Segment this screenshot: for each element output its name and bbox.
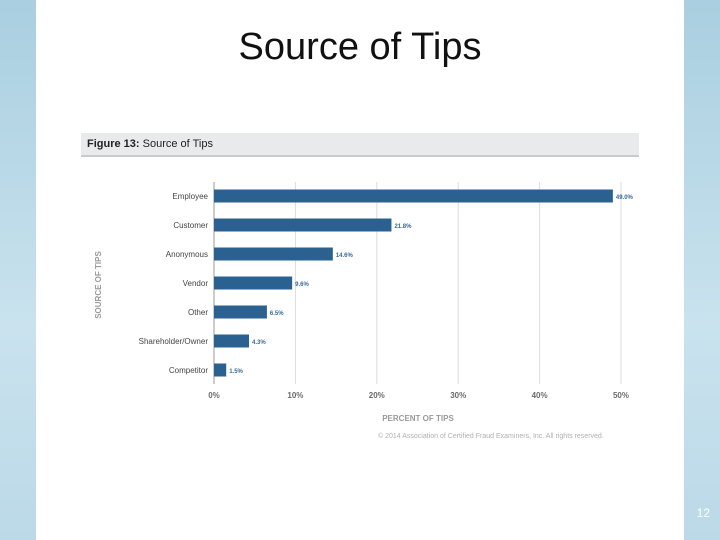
data-label: 1.5% xyxy=(229,369,243,375)
bar xyxy=(214,218,392,232)
category-label: Vendor xyxy=(183,279,209,288)
bar xyxy=(214,334,250,348)
data-label: 49.0% xyxy=(616,195,634,201)
bar xyxy=(214,305,267,319)
x-tick-label: 0% xyxy=(208,391,220,400)
bar xyxy=(214,247,333,261)
data-label: 9.6% xyxy=(295,282,309,288)
x-tick-label: 50% xyxy=(613,391,629,400)
x-tick-label: 20% xyxy=(369,391,385,400)
copyright-notice: © 2014 Association of Certified Fraud Ex… xyxy=(378,433,604,440)
x-tick-label: 30% xyxy=(450,391,466,400)
x-tick-label: 10% xyxy=(287,391,303,400)
figure-title: Source of Tips xyxy=(142,138,213,150)
bar xyxy=(214,189,613,203)
figure-caption: Figure 13: Source of Tips xyxy=(87,138,213,150)
figure-label: Figure 13: xyxy=(87,138,140,150)
bar xyxy=(214,276,293,290)
category-label: Other xyxy=(188,308,208,317)
data-label: 14.6% xyxy=(336,253,354,259)
category-label: Customer xyxy=(173,221,208,230)
category-label: Shareholder/Owner xyxy=(139,337,209,346)
data-label: 21.8% xyxy=(394,224,412,230)
bar xyxy=(214,363,227,377)
data-label: 4.3% xyxy=(252,340,266,346)
y-axis-title: SOURCE OF TIPS xyxy=(94,251,103,319)
category-label: Anonymous xyxy=(166,250,208,259)
data-label: 6.5% xyxy=(270,311,284,317)
x-axis-title: PERCENT OF TIPS xyxy=(382,414,454,423)
left-decor-band xyxy=(0,0,36,540)
slide-title: Source of Tips xyxy=(238,26,482,68)
page-number: 12 xyxy=(696,506,710,520)
x-tick-label: 40% xyxy=(532,391,548,400)
figure-header: Figure 13: Source of Tips xyxy=(81,133,639,157)
category-label: Employee xyxy=(172,192,208,201)
right-decor-band xyxy=(684,0,720,540)
category-label: Competitor xyxy=(169,366,208,375)
